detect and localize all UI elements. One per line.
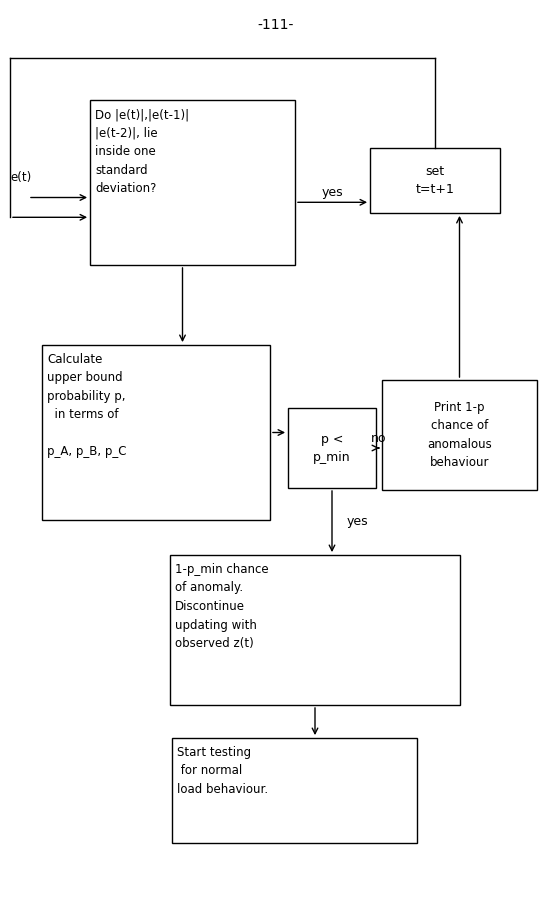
Text: -111-: -111-: [258, 18, 294, 32]
Bar: [90, 100, 295, 265]
Text: 1-p_min chance
of anomaly.
Discontinue
updating with
observed z(t): 1-p_min chance of anomaly. Discontinue u…: [175, 563, 269, 650]
Text: p <
p_min: p < p_min: [313, 433, 351, 463]
Bar: [382, 380, 537, 490]
Text: yes: yes: [322, 186, 343, 199]
Text: Do |e(t)|,|e(t-1)|
|e(t-2)|, lie
inside one
standard
deviation?: Do |e(t)|,|e(t-1)| |e(t-2)|, lie inside …: [95, 108, 189, 195]
Bar: [42, 345, 270, 520]
Text: set
t=t+1: set t=t+1: [416, 165, 454, 196]
Bar: [172, 738, 417, 843]
Text: Calculate
upper bound
probability p,
  in terms of

p_A, p_B, p_C: Calculate upper bound probability p, in …: [47, 353, 126, 458]
Bar: [370, 148, 500, 213]
Text: e(t): e(t): [10, 171, 31, 184]
Text: yes: yes: [347, 515, 369, 528]
Text: no: no: [371, 432, 387, 445]
Text: Start testing
 for normal
load behaviour.: Start testing for normal load behaviour.: [177, 746, 268, 796]
Bar: [288, 408, 376, 488]
Text: Print 1-p
chance of
anomalous
behaviour: Print 1-p chance of anomalous behaviour: [427, 401, 492, 470]
Bar: [170, 555, 460, 705]
